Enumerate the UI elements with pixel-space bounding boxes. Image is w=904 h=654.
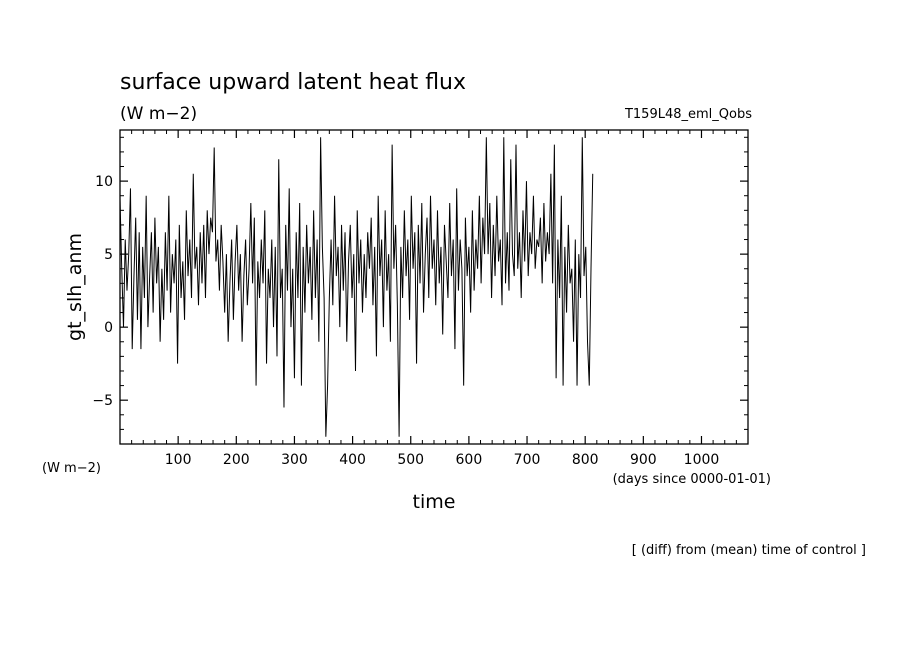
x-tick-label: 800	[572, 452, 599, 468]
y-tick-label: 5	[104, 247, 113, 263]
x-axis-title: time	[413, 491, 456, 513]
y-tick-label: 0	[104, 320, 113, 336]
run-name-label: T159L48_eml_Qobs	[624, 107, 752, 122]
x-tick-label: 500	[397, 452, 424, 468]
x-tick-label: 900	[630, 452, 657, 468]
x-tick-label: 400	[339, 452, 366, 468]
chart-title: surface upward latent heat flux	[120, 70, 466, 95]
x-tick-label: 600	[456, 452, 483, 468]
series-layer	[120, 137, 594, 437]
plot-area: −5 0 5 10 100 200 300 400 500 600 700 800 900 1000	[92, 129, 749, 468]
footnote: [ (diff) from (mean) time of control ]	[632, 543, 866, 558]
x-tick-label: 700	[514, 452, 541, 468]
series-line-0	[120, 137, 594, 437]
chart-units: (W m−2)	[120, 104, 197, 124]
x-axis: 100 200 300 400 500 600 700 800 900 1000	[131, 130, 737, 468]
y-axis-title: gt_slh_anm	[64, 233, 86, 341]
y-unit-label: (W m−2)	[42, 461, 101, 476]
x-unit-label: (days since 0000-01-01)	[613, 472, 771, 487]
y-tick-label: 10	[95, 174, 113, 190]
x-tick-label: 300	[281, 452, 308, 468]
y-tick-label: −5	[92, 393, 113, 409]
x-tick-label: 1000	[684, 452, 720, 468]
x-tick-label: 100	[165, 452, 192, 468]
y-axis: −5 0 5 10	[92, 136, 748, 445]
x-tick-label: 200	[223, 452, 250, 468]
